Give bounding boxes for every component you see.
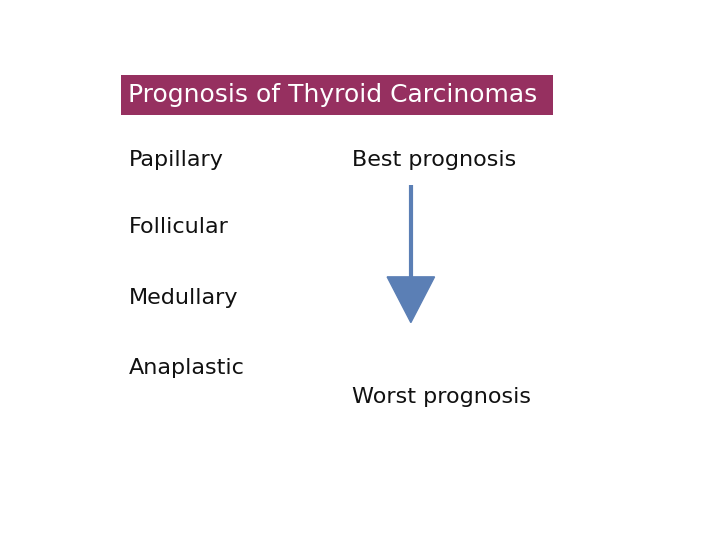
Text: Papillary: Papillary xyxy=(129,151,224,171)
Polygon shape xyxy=(387,277,435,322)
FancyBboxPatch shape xyxy=(121,75,553,114)
Text: Follicular: Follicular xyxy=(129,217,229,237)
Text: Anaplastic: Anaplastic xyxy=(129,359,245,379)
Text: Prognosis of Thyroid Carcinomas: Prognosis of Thyroid Carcinomas xyxy=(128,83,537,107)
Text: Best prognosis: Best prognosis xyxy=(352,151,516,171)
Text: Worst prognosis: Worst prognosis xyxy=(352,387,531,408)
Text: Medullary: Medullary xyxy=(129,288,238,308)
